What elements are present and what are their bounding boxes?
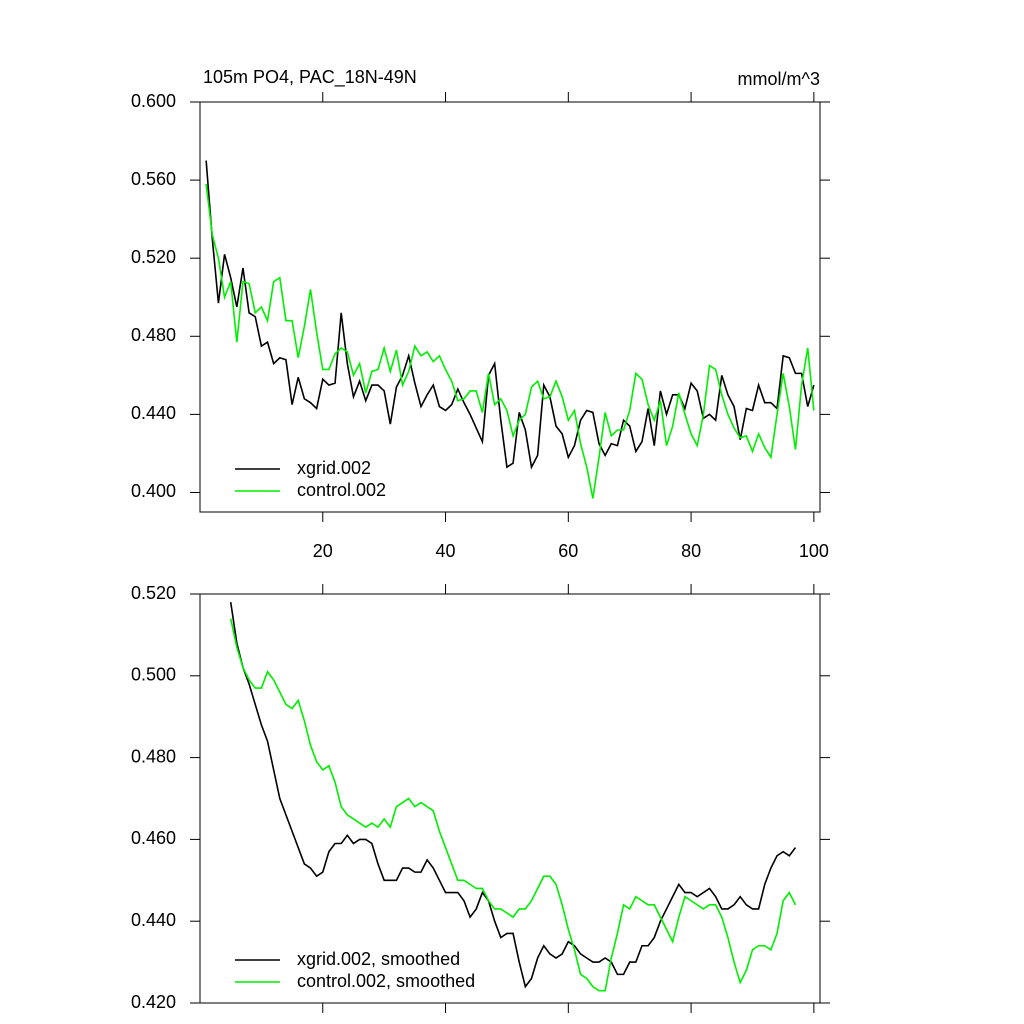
y-tick-label: 0.460 [131,828,176,848]
legend-label: xgrid.002, smoothed [297,949,460,969]
y-tick-label: 0.520 [131,247,176,267]
legend-label: xgrid.002 [297,458,371,478]
legend-label: control.002, smoothed [297,971,475,991]
y-tick-label: 0.480 [131,325,176,345]
y-tick-label: 0.500 [131,665,176,685]
y-tick-label: 0.560 [131,169,176,189]
series-line [229,602,797,989]
x-tick-label: 100 [799,541,829,561]
series-line [229,618,797,992]
plot-frame [199,593,821,1004]
y-tick-label: 0.400 [131,481,176,501]
chart-title: 105m PO4, PAC_18N-49N [203,67,417,88]
y-tick-label: 0.440 [131,403,176,423]
x-tick-label: 80 [681,541,701,561]
y-tick-label: 0.440 [131,910,176,930]
units-label: mmol/m^3 [738,69,820,89]
y-tick-label: 0.520 [131,583,176,603]
plot-frame [199,101,821,513]
y-tick-label: 0.600 [131,91,176,111]
series-line [205,160,815,470]
y-tick-label: 0.420 [131,992,176,1012]
x-tick-label: 40 [436,541,456,561]
x-tick-label: 20 [313,541,333,561]
series-line [205,183,815,499]
legend-label: control.002 [297,480,386,500]
y-tick-label: 0.480 [131,746,176,766]
x-tick-label: 60 [558,541,578,561]
